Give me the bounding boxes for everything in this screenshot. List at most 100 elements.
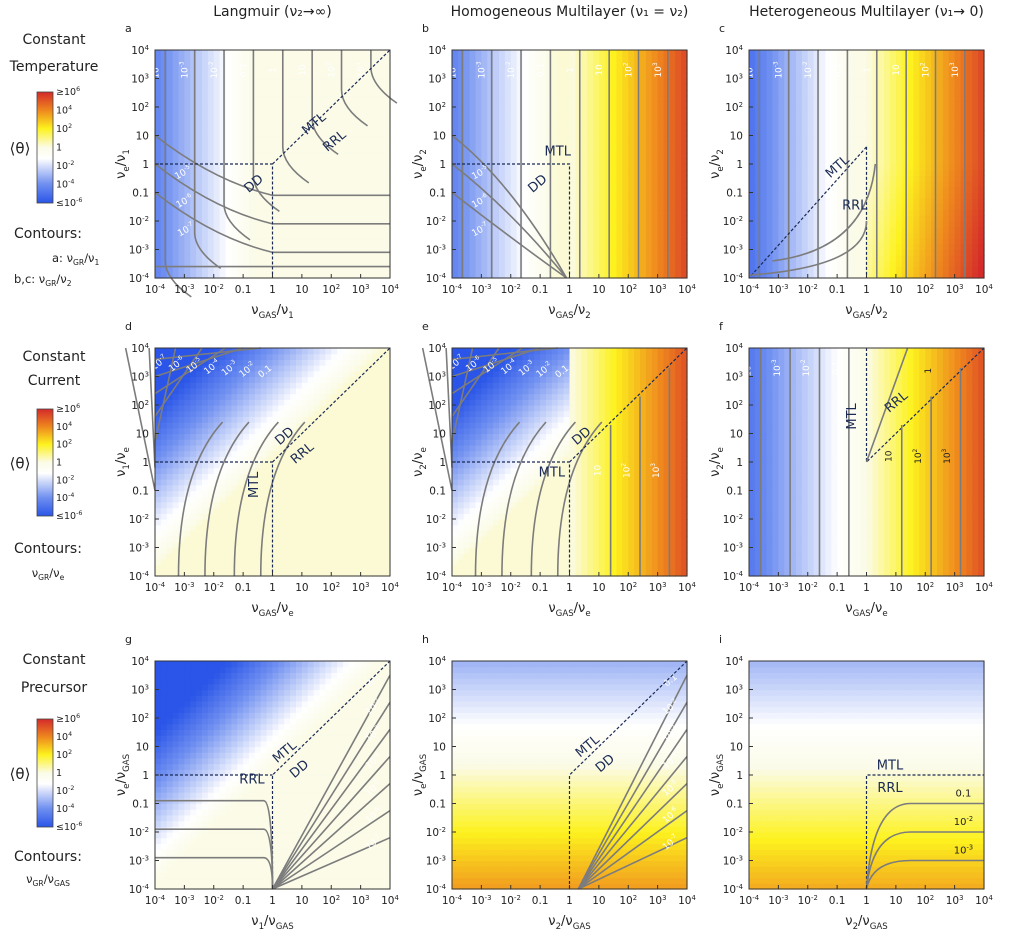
heatmap-cell bbox=[978, 226, 985, 233]
heatmap-cell bbox=[190, 192, 197, 199]
heatmap-cell bbox=[593, 89, 600, 97]
heatmap-cell bbox=[890, 175, 897, 182]
heatmap-cell bbox=[948, 226, 956, 233]
heatmap-cell bbox=[348, 215, 356, 222]
heatmap-cell bbox=[604, 118, 612, 125]
heatmap-cell bbox=[657, 89, 665, 97]
heatmap-cell bbox=[760, 129, 768, 137]
heatmap-cell bbox=[575, 129, 582, 137]
heatmap-cell bbox=[675, 107, 682, 114]
heatmap-cell bbox=[172, 89, 180, 97]
heatmap-cell bbox=[260, 272, 268, 279]
heatmap-cell bbox=[463, 141, 471, 148]
heatmap-cell bbox=[790, 72, 797, 80]
heatmap-cell bbox=[581, 124, 588, 131]
heatmap-cell bbox=[760, 175, 768, 182]
heatmap-cell bbox=[522, 67, 529, 74]
colorbar-tick-label: 102​ bbox=[56, 123, 72, 135]
heatmap-cell bbox=[260, 124, 268, 131]
heatmap-cell bbox=[307, 118, 315, 125]
heatmap-cell bbox=[766, 118, 774, 125]
heatmap-cell bbox=[978, 215, 985, 222]
heatmap-cell bbox=[598, 107, 606, 114]
heatmap-cell bbox=[872, 89, 879, 97]
heatmap-cell bbox=[272, 141, 279, 148]
heatmap-cell bbox=[754, 152, 762, 159]
heatmap-cell bbox=[610, 215, 618, 222]
heatmap-cell bbox=[360, 169, 368, 176]
heatmap-cell bbox=[866, 238, 873, 245]
heatmap-cell bbox=[766, 232, 774, 239]
heatmap-cell bbox=[628, 141, 635, 148]
heatmap-cell bbox=[663, 186, 670, 194]
heatmap-cell bbox=[848, 67, 856, 74]
heatmap-cell bbox=[884, 61, 891, 68]
heatmap-cell bbox=[628, 226, 635, 233]
heatmap-cell bbox=[657, 226, 665, 233]
heatmap-cell bbox=[978, 146, 985, 154]
heatmap-cell bbox=[901, 101, 909, 108]
heatmap-cell bbox=[254, 50, 262, 57]
heatmap-cell bbox=[499, 198, 506, 205]
heatmap-cell bbox=[610, 249, 618, 256]
heatmap-cell bbox=[266, 209, 274, 216]
heatmap-cell bbox=[848, 181, 856, 188]
heatmap-cell bbox=[831, 249, 838, 256]
heatmap-cell bbox=[546, 209, 553, 216]
heatmap-cell bbox=[225, 141, 232, 148]
heatmap-cell bbox=[598, 266, 606, 273]
heatmap-cell bbox=[895, 118, 903, 125]
heatmap-cell bbox=[907, 152, 915, 159]
heatmap-cell bbox=[160, 260, 168, 268]
heatmap-cell bbox=[225, 118, 232, 125]
heatmap-cell bbox=[307, 124, 315, 131]
heatmap-cell bbox=[581, 226, 588, 233]
heatmap-cell bbox=[569, 243, 576, 251]
heatmap-cell bbox=[504, 55, 512, 62]
heatmap-cell bbox=[825, 164, 832, 171]
heatmap-cell bbox=[557, 112, 565, 119]
heatmap-cell bbox=[860, 158, 868, 165]
heatmap-cell bbox=[766, 266, 774, 273]
heatmap-cell bbox=[890, 203, 897, 211]
heatmap-cell bbox=[378, 260, 385, 268]
heatmap-cell bbox=[801, 55, 809, 62]
heatmap-cell bbox=[540, 203, 547, 211]
heatmap-cell bbox=[481, 78, 488, 85]
heatmap-cell bbox=[557, 50, 565, 57]
heatmap-cell bbox=[634, 175, 641, 182]
heatmap-cell bbox=[937, 226, 944, 233]
heatmap-cell bbox=[960, 198, 967, 205]
heatmap-cell bbox=[325, 67, 332, 74]
heatmap-cell bbox=[366, 198, 373, 205]
heatmap-cell bbox=[848, 146, 856, 154]
heatmap-cell bbox=[178, 175, 185, 182]
heatmap-cell bbox=[948, 232, 956, 239]
heatmap-cell bbox=[457, 272, 465, 279]
heatmap-cell bbox=[196, 255, 203, 262]
heatmap-cell bbox=[510, 169, 518, 176]
heatmap-cell bbox=[948, 164, 956, 171]
heatmap-cell bbox=[360, 186, 368, 194]
heatmap-cell bbox=[522, 203, 529, 211]
heatmap-cell bbox=[354, 112, 362, 119]
heatmap-cell bbox=[895, 186, 903, 194]
heatmap-cell bbox=[663, 50, 670, 57]
heatmap-cell bbox=[890, 255, 897, 262]
heatmap-cell bbox=[540, 221, 547, 228]
heatmap-cell bbox=[272, 95, 279, 102]
heatmap-cell bbox=[813, 129, 821, 137]
heatmap-cell bbox=[593, 135, 600, 142]
heatmap-cell bbox=[481, 203, 488, 211]
heatmap-cell bbox=[766, 78, 774, 85]
heatmap-cell bbox=[593, 232, 600, 239]
heatmap-cell bbox=[266, 260, 274, 268]
heatmap-cell bbox=[313, 152, 321, 159]
heatmap-cell bbox=[790, 129, 797, 137]
heatmap-cell bbox=[225, 124, 232, 131]
heatmap-cell bbox=[331, 238, 338, 245]
heatmap-cell bbox=[831, 226, 838, 233]
heatmap-cell bbox=[790, 67, 797, 74]
heatmap-cell bbox=[854, 112, 862, 119]
heatmap-cell bbox=[166, 118, 174, 125]
